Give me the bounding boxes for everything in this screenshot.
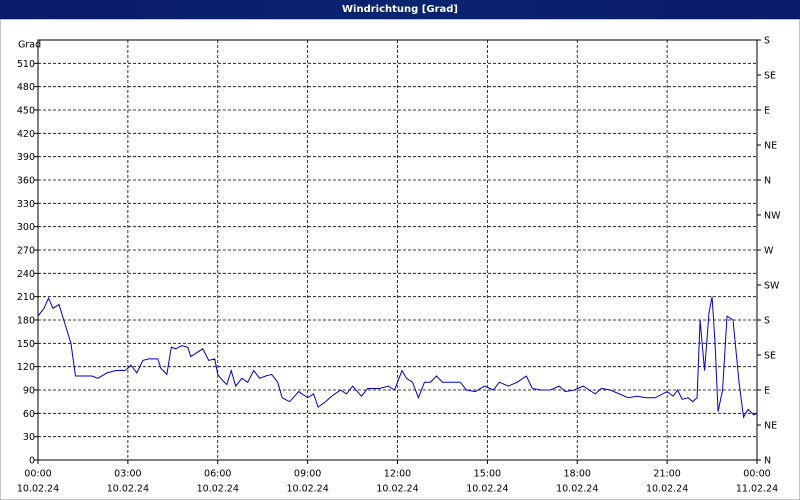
y-tick-label: 390 [17, 152, 35, 163]
y2-tick-label: S [764, 36, 770, 47]
y2-tick-label: W [764, 246, 774, 257]
y-tick-label: 210 [17, 292, 35, 303]
y-tick-label: 30 [23, 432, 35, 443]
plot-border [37, 39, 758, 461]
y-tick-label: 270 [17, 246, 35, 257]
x-tick-label: 09:00 [294, 469, 321, 480]
x-tick-date: 11.02.24 [736, 484, 778, 495]
x-tick-label: 00:00 [743, 469, 770, 480]
y-tick-label: 420 [17, 129, 35, 140]
y-axis-label: Grad [18, 40, 41, 51]
y-tick-label: 300 [17, 222, 35, 233]
x-tick-date: 10.02.24 [197, 484, 239, 495]
y2-tick-label: NE [764, 421, 777, 432]
x-tick-date: 10.02.24 [646, 484, 688, 495]
y-tick-label: 150 [17, 339, 35, 350]
x-tick-label: 15:00 [474, 469, 501, 480]
y2-tick-label: SW [764, 281, 780, 292]
x-tick-date: 10.02.24 [466, 484, 508, 495]
x-tick-label: 03:00 [114, 469, 141, 480]
y-tick-label: 450 [17, 106, 35, 117]
chart-title: Windrichtung [Grad] [0, 0, 800, 19]
x-tick-date: 10.02.24 [286, 484, 328, 495]
y-tick-label: 360 [17, 176, 35, 187]
y2-tick-label: SE [764, 71, 776, 82]
y2-tick-label: N [764, 456, 771, 467]
x-tick-label: 21:00 [653, 469, 680, 480]
y-tick-label: 120 [17, 362, 35, 373]
y-tick-label: 240 [17, 269, 35, 280]
x-tick-date: 10.02.24 [556, 484, 598, 495]
x-tick-label: 18:00 [564, 469, 591, 480]
y2-tick-label: E [764, 386, 770, 397]
y-tick-label: 180 [17, 316, 35, 327]
x-tick-label: 00:00 [24, 469, 51, 480]
x-tick-label: 12:00 [384, 469, 411, 480]
y-tick-label: 480 [17, 82, 35, 93]
y2-tick-label: NW [764, 211, 781, 222]
y-tick-label: 0 [29, 456, 35, 467]
x-tick-date: 10.02.24 [17, 484, 59, 495]
y2-tick-label: SE [764, 351, 776, 362]
y2-tick-label: N [764, 176, 771, 187]
y-tick-label: 90 [23, 386, 35, 397]
y2-tick-label: NE [764, 141, 777, 152]
y2-tick-label: E [764, 106, 770, 117]
x-tick-label: 06:00 [204, 469, 231, 480]
y-tick-label: 330 [17, 199, 35, 210]
line-series [37, 296, 758, 419]
y2-tick-label: S [764, 316, 770, 327]
y-tick-label: 510 [17, 59, 35, 70]
x-tick-date: 10.02.24 [107, 484, 149, 495]
y-tick-label: 60 [23, 409, 35, 420]
x-tick-date: 10.02.24 [376, 484, 418, 495]
